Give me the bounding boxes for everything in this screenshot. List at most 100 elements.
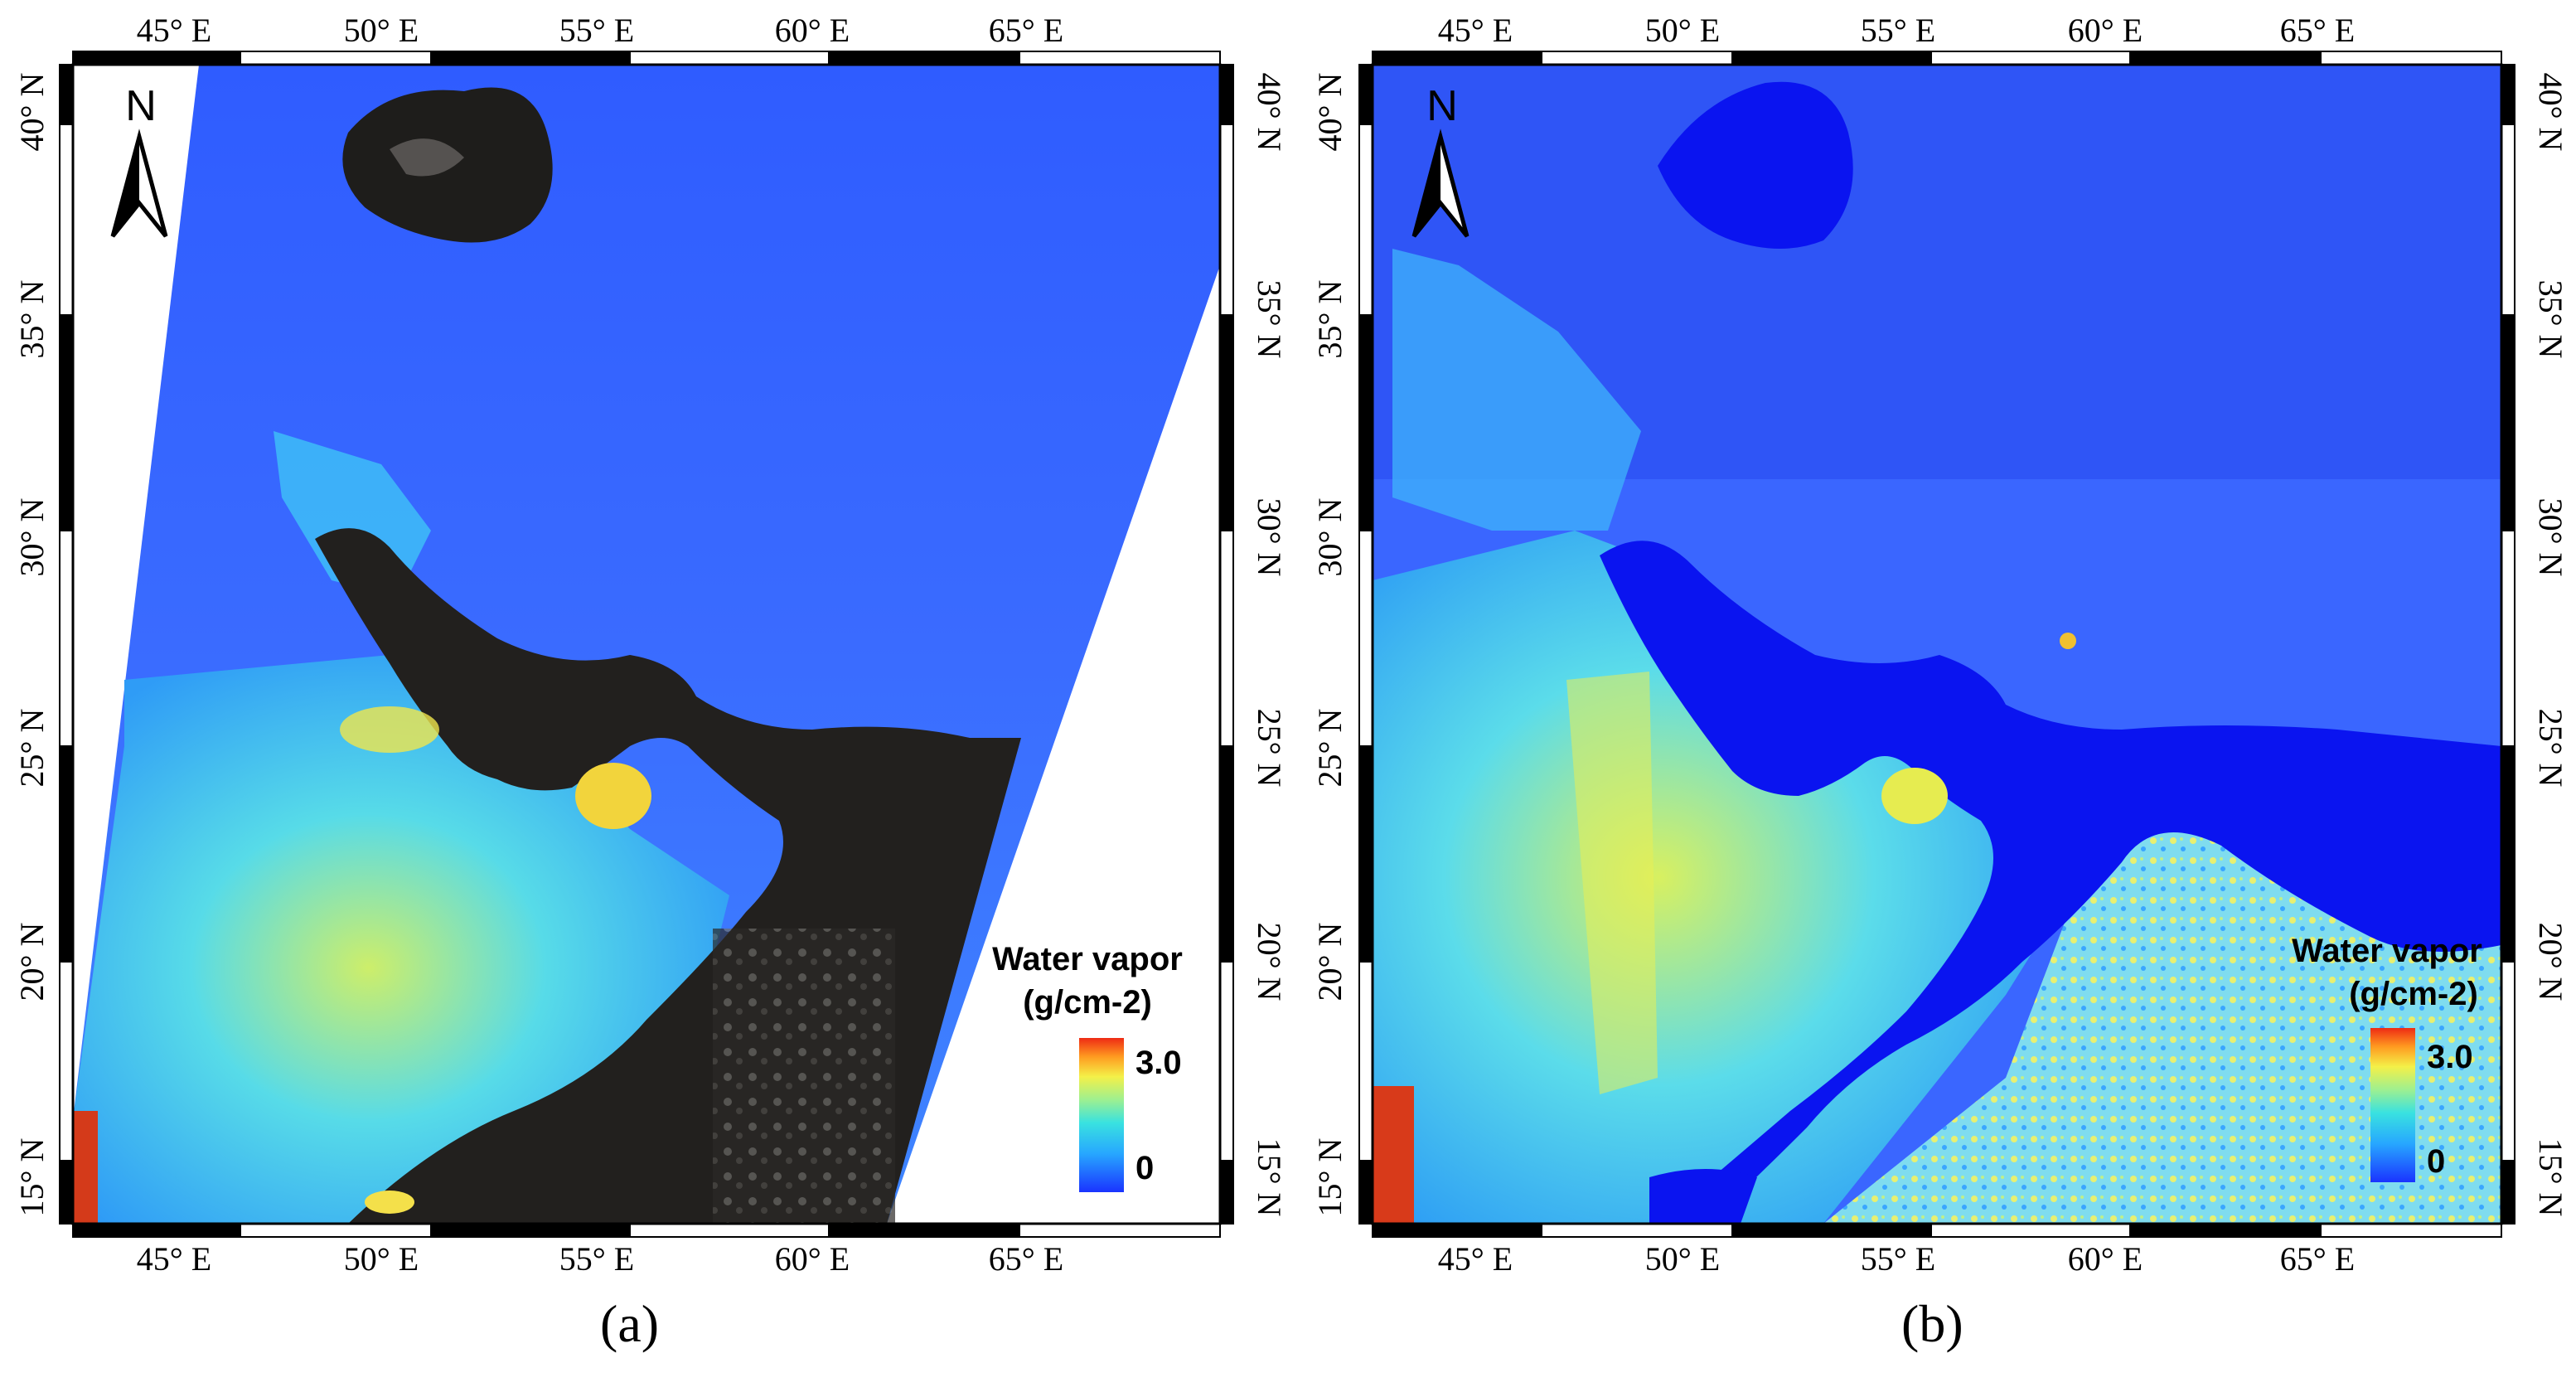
frame-segment xyxy=(430,51,631,65)
y-tick-label: 25° N xyxy=(1311,709,1349,788)
panel-b-legend-max: 3.0 xyxy=(2427,1039,2473,1075)
panel-a-north-label: N xyxy=(125,82,157,130)
x-tick-label: 50° E xyxy=(344,12,419,49)
panel-a-legend-units: (g/cm-2) xyxy=(1023,984,1152,1021)
panel-b-legend: Water vapor (g/cm-2) 3.0 0 xyxy=(2292,933,2482,1182)
frame-segment xyxy=(1019,1223,1221,1238)
panel-b-caption: (b) xyxy=(1901,1294,1963,1353)
frame-segment xyxy=(1219,530,1234,747)
frame-segment xyxy=(1358,961,1373,1161)
panel-a-legend-max: 3.0 xyxy=(1135,1045,1182,1081)
frame-segment xyxy=(59,314,74,531)
y-tick-label: 30° N xyxy=(2532,498,2569,577)
frame-segment xyxy=(240,51,432,65)
x-tick-label: 45° E xyxy=(137,1240,211,1278)
y-tick-label: 20° N xyxy=(1311,923,1349,1001)
panel-a-legend-title: Water vapor xyxy=(992,941,1183,977)
panel-b-north-arrow: N xyxy=(1411,82,1470,238)
frame-segment xyxy=(1731,1223,1932,1238)
panel-b-legend-units: (g/cm-2) xyxy=(2349,976,2478,1012)
panel-a-arabia xyxy=(73,655,729,1224)
frame-segment xyxy=(1358,745,1373,963)
frame-segment xyxy=(1219,314,1234,531)
y-tick-label: 20° N xyxy=(13,923,51,1001)
panel-b-caspian xyxy=(1658,81,1853,249)
frame-segment xyxy=(1219,64,1234,125)
frame-segment xyxy=(72,51,241,65)
frame-segment xyxy=(59,530,74,747)
frame-segment xyxy=(1219,961,1234,1161)
frame-segment xyxy=(1372,1223,1542,1238)
y-tick-label: 35° N xyxy=(13,280,51,359)
y-tick-label: 25° N xyxy=(2532,709,2569,788)
frame-segment xyxy=(828,51,1020,65)
x-tick-label: 60° E xyxy=(775,1240,850,1278)
frame-segment xyxy=(59,961,74,1161)
frame-segment xyxy=(2320,1223,2502,1238)
frame-segment xyxy=(1019,51,1221,65)
x-tick-label: 65° E xyxy=(989,12,1063,49)
frame-segment xyxy=(2129,51,2322,65)
y-tick-label: 40° N xyxy=(1311,73,1349,152)
panel-b-legend-title: Water vapor xyxy=(2292,933,2482,969)
x-tick-label: 55° E xyxy=(1861,1240,1935,1278)
x-tick-label: 55° E xyxy=(1861,12,1935,49)
panel-a-legend-min: 0 xyxy=(1135,1150,1154,1186)
x-tick-label: 65° E xyxy=(2280,12,2355,49)
y-tick-label: 15° N xyxy=(1311,1138,1349,1217)
y-tick-label: 20° N xyxy=(1251,923,1288,1001)
y-tick-label: 40° N xyxy=(2532,73,2569,152)
x-tick-label: 65° E xyxy=(2280,1240,2355,1278)
y-tick-label: 30° N xyxy=(13,498,51,577)
panel-a-axis-labels: 45° E 45° E 50° E 50° E 55° E 55° E 60° E 60° E… xyxy=(13,12,1288,1278)
frame-segment xyxy=(59,64,74,125)
x-tick-label: 55° E xyxy=(559,12,634,49)
frame-segment xyxy=(59,124,74,316)
frame-segment xyxy=(72,1223,241,1238)
panel-b-colorbar xyxy=(2370,1028,2415,1182)
x-tick-label: 45° E xyxy=(137,12,211,49)
y-tick-label: 35° N xyxy=(1251,280,1288,359)
x-tick-label: 60° E xyxy=(2068,1240,2143,1278)
y-tick-label: 30° N xyxy=(1251,498,1288,577)
x-tick-label: 60° E xyxy=(2068,12,2143,49)
y-tick-label: 40° N xyxy=(1251,73,1288,152)
x-tick-label: 55° E xyxy=(559,1240,634,1278)
frame-segment xyxy=(59,1160,74,1225)
frame-segment xyxy=(1731,51,1932,65)
x-tick-label: 45° E xyxy=(1438,12,1513,49)
x-tick-label: 50° E xyxy=(1645,12,1720,49)
frame-segment xyxy=(2501,314,2515,531)
frame-segment xyxy=(2501,745,2515,963)
panel-b-north-label: N xyxy=(1426,82,1458,130)
frame-segment xyxy=(1358,314,1373,531)
panel-a-colorbar xyxy=(1079,1038,1124,1192)
frame-segment xyxy=(1930,1223,2131,1238)
panel-b-legend-min: 0 xyxy=(2427,1143,2445,1180)
panel-b-map: N Water vapor (g/cm-2) 3.0 0 45° E 45° E 5… xyxy=(1311,12,2569,1278)
panel-b-axis-labels: 45° E 45° E 50° E 50° E 55° E 55° E 60° E 60° E… xyxy=(1311,12,2569,1278)
frame-segment xyxy=(1219,1160,1234,1225)
frame-segment xyxy=(2320,51,2502,65)
y-tick-label: 30° N xyxy=(1311,498,1349,577)
y-tick-label: 15° N xyxy=(13,1138,51,1217)
y-tick-label: 20° N xyxy=(2532,923,2569,1001)
y-tick-label: 25° N xyxy=(13,709,51,788)
frame-segment xyxy=(2501,64,2515,125)
x-tick-label: 50° E xyxy=(1645,1240,1720,1278)
frame-segment xyxy=(2129,1223,2322,1238)
frame-segment xyxy=(2501,530,2515,747)
panel-a-legend: Water vapor (g/cm-2) 3.0 0 xyxy=(992,941,1183,1192)
x-tick-label: 60° E xyxy=(775,12,850,49)
panel-a-north-arrow: N xyxy=(110,82,168,238)
frame-segment xyxy=(1930,51,2131,65)
y-tick-label: 25° N xyxy=(1251,709,1288,788)
panel-b-arabian-sea xyxy=(1823,821,2501,1224)
x-tick-label: 65° E xyxy=(989,1240,1063,1278)
frame-segment xyxy=(240,1223,432,1238)
frame-segment xyxy=(1219,745,1234,963)
frame-segment xyxy=(2501,961,2515,1161)
frame-segment xyxy=(1541,51,1733,65)
frame-segment xyxy=(430,1223,631,1238)
